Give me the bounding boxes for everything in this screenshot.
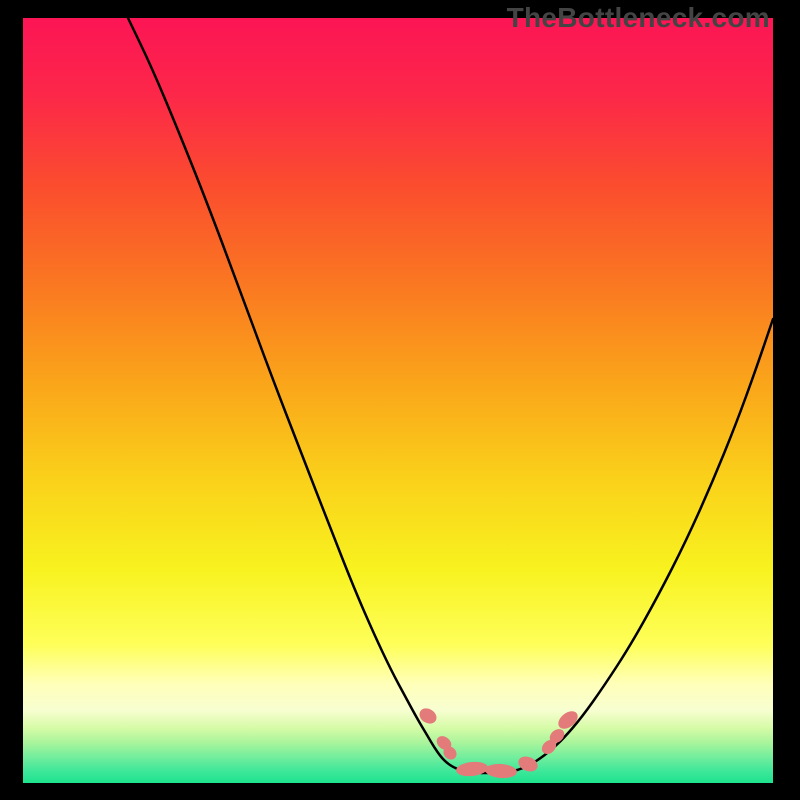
curve-marker bbox=[417, 705, 440, 726]
curve-marker bbox=[539, 737, 559, 757]
marker-layer bbox=[417, 705, 581, 779]
curve-marker bbox=[516, 754, 540, 774]
curve-marker bbox=[455, 760, 488, 777]
curve-marker bbox=[547, 726, 567, 745]
curve-marker bbox=[485, 763, 518, 779]
attribution-watermark: TheBottleneck.com bbox=[507, 2, 770, 34]
curve-left-branch bbox=[128, 18, 482, 773]
figure-canvas: TheBottleneck.com bbox=[0, 0, 800, 800]
curve-marker bbox=[555, 708, 581, 733]
plot-background bbox=[23, 18, 773, 783]
curve-marker bbox=[434, 733, 454, 752]
curve-right-branch bbox=[482, 319, 773, 773]
plot-svg bbox=[0, 0, 800, 800]
curve-marker bbox=[441, 744, 459, 762]
